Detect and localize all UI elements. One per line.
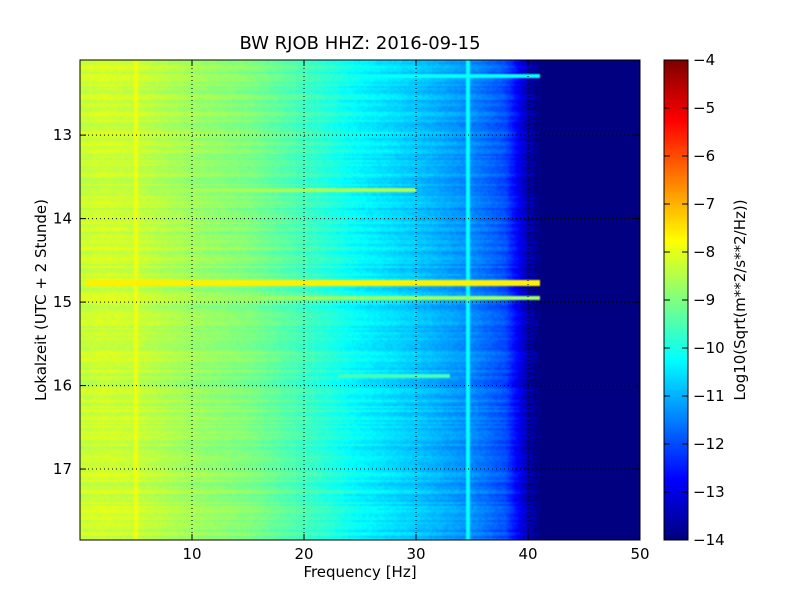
colorbar-ticks: −4 −5 −6 −7 −8 −9 −10 −11 −12 −13 −14 <box>664 51 725 549</box>
colorbar-tick-label: −10 <box>693 339 725 357</box>
colorbar-tick-label: −12 <box>693 435 725 453</box>
y-tick-label: 14 <box>53 210 72 228</box>
chart-title: BW RJOB HHZ: 2016-09-15 <box>239 33 480 54</box>
plot-frame <box>79 59 641 541</box>
colorbar-tick-label: −13 <box>693 483 725 501</box>
y-tick-label: 17 <box>53 460 72 478</box>
y-tick-label: 15 <box>53 293 72 311</box>
y-axis-label: Lokalzeit (UTC + 2 Stunde) <box>32 199 50 401</box>
y-tick-label: 16 <box>53 377 72 395</box>
x-axis-label: Frequency [Hz] <box>303 563 416 581</box>
x-tick-label: 40 <box>518 545 537 563</box>
grid-lines <box>80 60 640 540</box>
y-axis-ticks: 13 14 15 16 17 <box>53 126 640 478</box>
colorbar-tick-label: −6 <box>693 147 715 165</box>
spectrogram-plot-area: 10 20 30 40 50 13 14 15 16 17 <box>53 59 650 563</box>
colorbar-tick-label: −5 <box>693 99 715 117</box>
x-tick-label: 30 <box>406 545 425 563</box>
colorbar-tick-label: −9 <box>693 291 715 309</box>
x-tick-label: 20 <box>294 545 313 563</box>
colorbar-tick-label: −7 <box>693 195 715 213</box>
colorbar-tick-label: −14 <box>693 531 725 549</box>
y-tick-label: 13 <box>53 126 72 144</box>
colorbar-tick-label: −11 <box>693 387 725 405</box>
x-axis-ticks: 10 20 30 40 50 <box>182 60 650 563</box>
colorbar-tick-label: −8 <box>693 243 715 261</box>
colorbar-label: Log10(Sqrt(m**2/s**2/Hz)) <box>731 199 749 400</box>
x-tick-label: 50 <box>630 545 649 563</box>
x-tick-label: 10 <box>182 545 201 563</box>
spectrogram-heatmap <box>80 60 640 540</box>
colorbar: −4 −5 −6 −7 −8 −9 −10 −11 −12 −13 −14 Log10(Sqrt(m… <box>663 51 749 549</box>
colorbar-tick-label: −4 <box>693 51 715 69</box>
